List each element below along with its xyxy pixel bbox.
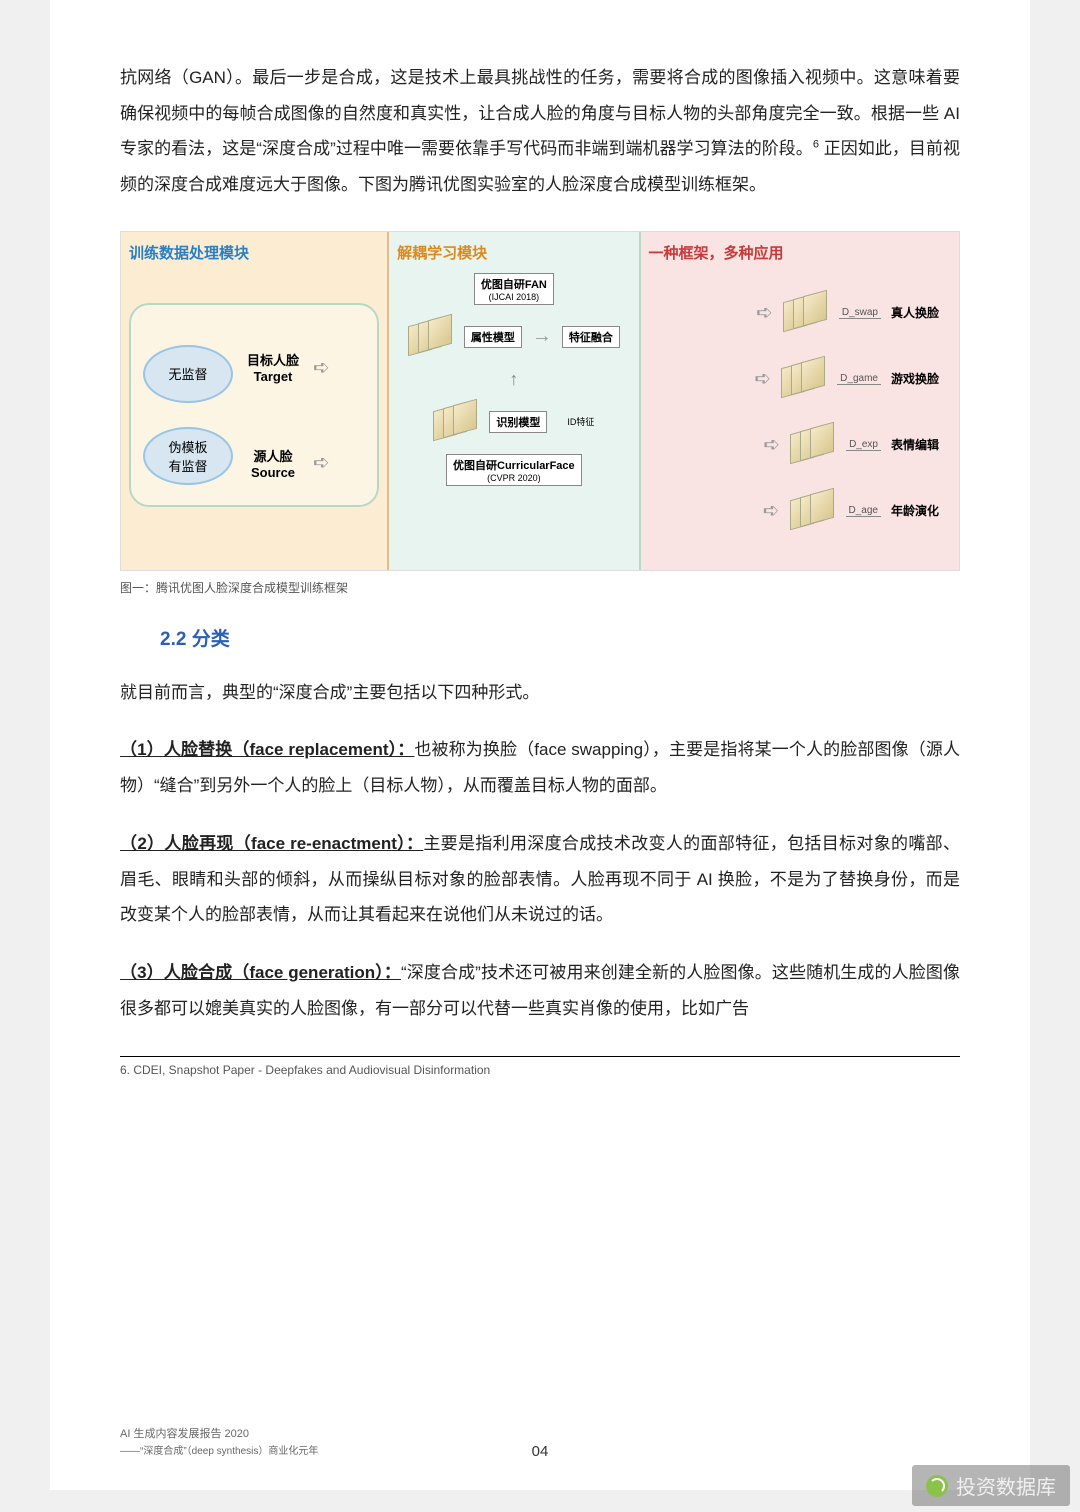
arrow-icon: ➪ (313, 450, 330, 475)
arrow-icon: ➪ (754, 366, 771, 391)
item-1: （1）人脸替换（face replacement）：也被称为换脸（face sw… (120, 732, 960, 803)
arrow-icon: ➪ (763, 432, 780, 457)
fan-sub: (IJCAI 2018) (481, 292, 547, 302)
item-2: （2）人脸再现（face re-enactment）：主要是指利用深度合成技术改… (120, 826, 960, 933)
app1-label: 真人换脸 (891, 304, 951, 321)
id-model-box: 识别模型 (489, 411, 547, 433)
d-age: D_age (846, 505, 881, 517)
stack-icon (408, 317, 454, 357)
page-footer: AI 生成内容发展报告 2020 ——“深度合成”（deep synthesis… (120, 1426, 960, 1460)
app4-label: 年龄演化 (891, 502, 951, 519)
feat-fuse-box: 特征融合 (562, 326, 620, 348)
panel2-title: 解耦学习模块 (397, 242, 630, 263)
app-row: ➪ D_exp 表情编辑 (649, 425, 951, 465)
d-game: D_game (837, 373, 881, 385)
footer-subtitle: ——“深度合成”（deep synthesis）商业化元年 (120, 1444, 318, 1460)
arrow-icon: ➪ (763, 498, 780, 523)
app-row: ➪ D_swap 真人换脸 (649, 293, 951, 333)
source-zh: 源人脸 (247, 446, 299, 465)
fan-box: 优图自研FAN (IJCAI 2018) (474, 273, 554, 305)
oval2b-text: 有监督 (168, 456, 207, 475)
d-swap: D_swap (839, 307, 881, 319)
curr-top: 优图自研CurricularFace (453, 457, 575, 473)
watermark-text: 投资数据库 (956, 1471, 1056, 1500)
curricular-box: 优图自研CurricularFace (CVPR 2020) (446, 454, 582, 486)
panel3-title: 一种框架，多种应用 (649, 242, 951, 263)
footer-left: AI 生成内容发展报告 2020 ——“深度合成”（deep synthesis… (120, 1426, 318, 1460)
watermark: 投资数据库 (912, 1465, 1070, 1506)
lead-paragraph: 就目前而言，典型的“深度合成”主要包括以下四种形式。 (120, 675, 960, 711)
app3-label: 表情编辑 (891, 436, 951, 453)
attr-model-box: 属性模型 (464, 326, 522, 348)
footnote-6: 6. CDEI, Snapshot Paper - Deepfakes and … (120, 1063, 960, 1077)
stack-icon (783, 293, 829, 333)
curr-sub: (CVPR 2020) (453, 473, 575, 483)
d-exp: D_exp (846, 439, 881, 451)
id-feat-label: ID特征 (567, 415, 594, 428)
arrow-icon: ➪ (313, 355, 330, 380)
intro-paragraph: 抗网络（GAN）。最后一步是合成，这是技术上最具挑战性的任务，需要将合成的图像插… (120, 60, 960, 203)
target-en: Target (247, 369, 299, 384)
wechat-icon (926, 1475, 948, 1497)
stack-icon (790, 425, 836, 465)
oval-pseudo-supervised: 伪模板 有监督 (143, 427, 233, 485)
footnote-rule (120, 1056, 960, 1057)
footer-title: AI 生成内容发展报告 2020 (120, 1426, 318, 1444)
stack-icon (433, 402, 479, 442)
fan-top: 优图自研FAN (481, 276, 547, 292)
source-en: Source (247, 465, 299, 480)
app-row: ➪ D_game 游戏换脸 (649, 359, 951, 399)
stack-icon (790, 491, 836, 531)
panel-applications: 一种框架，多种应用 ➪ D_swap 真人换脸 ➪ D_game 游戏换脸 ➪ (641, 232, 959, 570)
panel-decouple-learning: 解耦学习模块 优图自研FAN (IJCAI 2018) 属性模型 → 特征融合 … (389, 232, 640, 570)
panel1-title: 训练数据处理模块 (129, 242, 379, 263)
item-3: （3）人脸合成（face generation）：“深度合成”技术还可被用来创建… (120, 955, 960, 1026)
page-number: 04 (532, 1443, 549, 1460)
target-zh: 目标人脸 (247, 350, 299, 369)
panel-data-processing: 训练数据处理模块 无监督 伪模板 有监督 目标人脸 Target 源人脸 (121, 232, 389, 570)
app-row: ➪ D_age 年龄演化 (649, 491, 951, 531)
figure-caption: 图一：腾讯优图人脸深度合成模型训练框架 (120, 579, 960, 596)
oval-unsupervised: 无监督 (143, 345, 233, 403)
training-framework-diagram: 训练数据处理模块 无监督 伪模板 有监督 目标人脸 Target 源人脸 (120, 231, 960, 571)
section-heading: 2.2 分类 (160, 624, 960, 651)
source-label: 源人脸 Source (247, 446, 299, 480)
item1-head: （1）人脸替换（face replacement）： (120, 740, 414, 759)
arrow-icon: → (532, 325, 552, 348)
item3-head: （3）人脸合成（face generation）： (120, 963, 401, 982)
app2-label: 游戏换脸 (891, 370, 951, 387)
oval1-text: 无监督 (168, 364, 207, 383)
item2-head: （2）人脸再现（face re-enactment）： (120, 834, 423, 853)
arrow-icon: ➪ (756, 300, 773, 325)
stack-icon (781, 359, 827, 399)
oval2a-text: 伪模板 (168, 437, 207, 456)
target-label: 目标人脸 Target (247, 350, 299, 384)
